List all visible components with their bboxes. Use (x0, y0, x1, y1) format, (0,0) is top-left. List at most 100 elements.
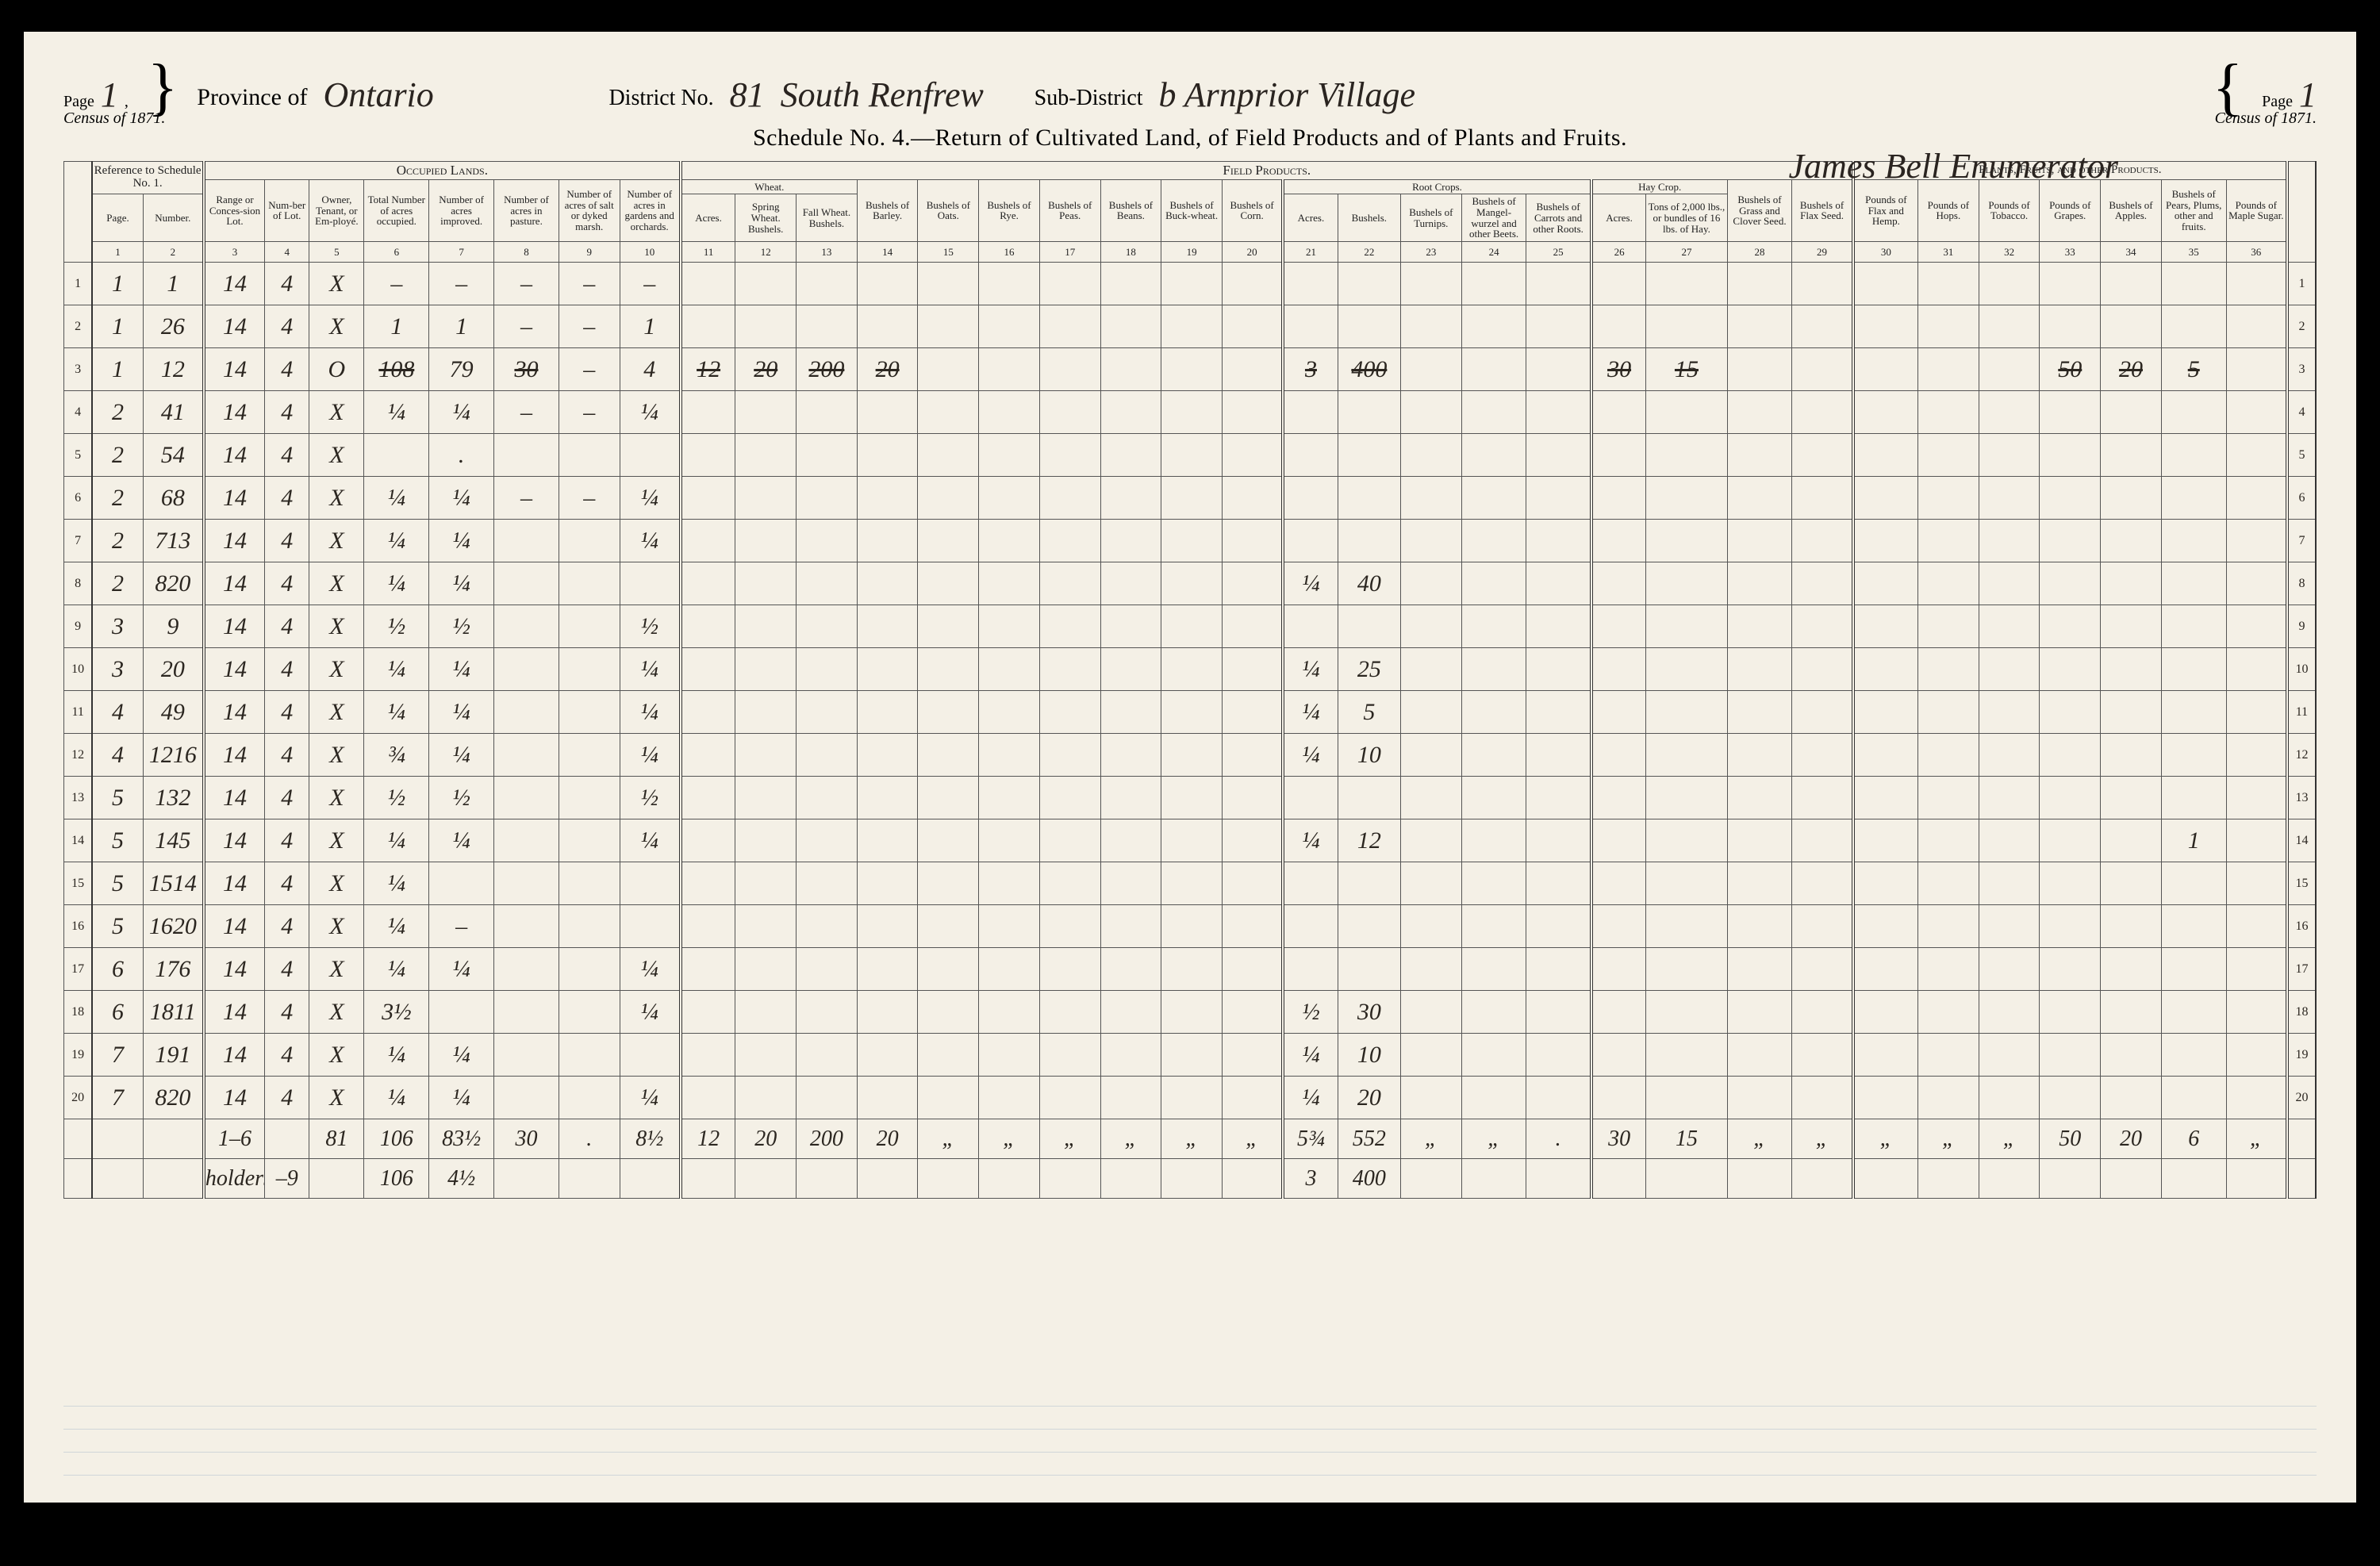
cell: 176 (143, 948, 204, 991)
cell: ¼ (620, 691, 681, 734)
cell (735, 648, 797, 691)
cell: 14 (204, 263, 265, 305)
cell (1283, 434, 1338, 477)
cell: ¼ (429, 1077, 494, 1119)
cell (681, 991, 735, 1034)
cell (1526, 819, 1591, 862)
cell (1792, 991, 1853, 1034)
cell (1526, 263, 1591, 305)
cell (1461, 948, 1526, 991)
cell (92, 1119, 143, 1159)
cell (2101, 862, 2162, 905)
left-brace: } (148, 63, 178, 111)
cell (979, 648, 1040, 691)
cell (1039, 905, 1100, 948)
cell (735, 391, 797, 434)
cell (1792, 691, 1853, 734)
cell: 106 (364, 1159, 429, 1199)
cell: 200 (797, 348, 858, 391)
col-num-26: 26 (1591, 242, 1646, 263)
cell (1400, 434, 1461, 477)
cell (1918, 819, 1979, 862)
header-row-1: Page 1 , } Province of Ontario District … (63, 63, 2317, 111)
cell (797, 605, 858, 648)
cell (1979, 348, 2040, 391)
cell (2161, 305, 2226, 348)
col-num-18: 18 (1100, 242, 1161, 263)
cell (1918, 348, 1979, 391)
cell (979, 862, 1040, 905)
col-12-label: Spring Wheat. Bushels. (735, 194, 797, 242)
cell: 14 (204, 520, 265, 562)
cell: ½ (1283, 991, 1338, 1034)
row-num-right: 1 (2287, 263, 2316, 305)
row-num-right (2287, 1119, 2316, 1159)
cell: 30 (1338, 991, 1400, 1034)
cell (1461, 862, 1526, 905)
cell: „ (1161, 1119, 1223, 1159)
cell (559, 1077, 620, 1119)
cell (1039, 391, 1100, 434)
cell (1853, 905, 1918, 948)
cell (1161, 905, 1223, 948)
cell: –9 (265, 1159, 309, 1199)
col-27-label: Tons of 2,000 lbs., or bundles of 16 lbs… (1646, 194, 1727, 242)
cell (918, 605, 979, 648)
cell (559, 1159, 620, 1199)
cell (1979, 520, 2040, 562)
cell (1646, 819, 1727, 862)
cell (2040, 777, 2101, 819)
cell (797, 948, 858, 991)
cell: 820 (143, 562, 204, 605)
cell: 713 (143, 520, 204, 562)
cell (1918, 734, 1979, 777)
col-5-label: Owner, Tenant, or Em-ployé. (309, 179, 364, 241)
cell (2101, 1077, 2162, 1119)
cell (857, 391, 918, 434)
cell (979, 477, 1040, 520)
cell: 4 (265, 263, 309, 305)
cell (735, 1077, 797, 1119)
cell (918, 1034, 979, 1077)
cell (2040, 477, 2101, 520)
cell (918, 348, 979, 391)
table-row: 10320144X¼¼¼¼2510 (64, 648, 2317, 691)
cell: 820 (143, 1077, 204, 1119)
cell (735, 520, 797, 562)
cell (1039, 648, 1100, 691)
district-name: South Renfrew (781, 79, 1019, 111)
col-num-19: 19 (1161, 242, 1223, 263)
section-occupied: Occupied Lands. (204, 162, 681, 180)
cell: 4 (265, 434, 309, 477)
col-num-14: 14 (857, 242, 918, 263)
cell (2226, 348, 2287, 391)
col-32-label: Pounds of Tobacco. (1979, 179, 2040, 241)
page-left-label: Page (63, 93, 94, 111)
cell: 5 (2161, 348, 2226, 391)
col-num-20: 20 (1222, 242, 1283, 263)
col-4-label: Num-ber of Lot. (265, 179, 309, 241)
cell (2161, 991, 2226, 1034)
cell (1161, 1159, 1223, 1199)
cell: ¼ (1283, 562, 1338, 605)
cell: ¼ (429, 1034, 494, 1077)
cell (1400, 562, 1461, 605)
cell (1039, 605, 1100, 648)
cell (797, 905, 858, 948)
cell (1526, 648, 1591, 691)
cell: 12 (143, 348, 204, 391)
cell: 15 (1646, 1119, 1727, 1159)
cell (1222, 1077, 1283, 1119)
cell (1400, 991, 1461, 1034)
cell: 25 (1338, 648, 1400, 691)
cell: 40 (1338, 562, 1400, 605)
cell (559, 734, 620, 777)
cell (1853, 605, 1918, 648)
cell: 4 (265, 648, 309, 691)
cell (797, 691, 858, 734)
cell (620, 1159, 681, 1199)
cell: 8½ (620, 1119, 681, 1159)
cell: ¼ (620, 734, 681, 777)
cell: 14 (204, 777, 265, 819)
cell (1338, 434, 1400, 477)
